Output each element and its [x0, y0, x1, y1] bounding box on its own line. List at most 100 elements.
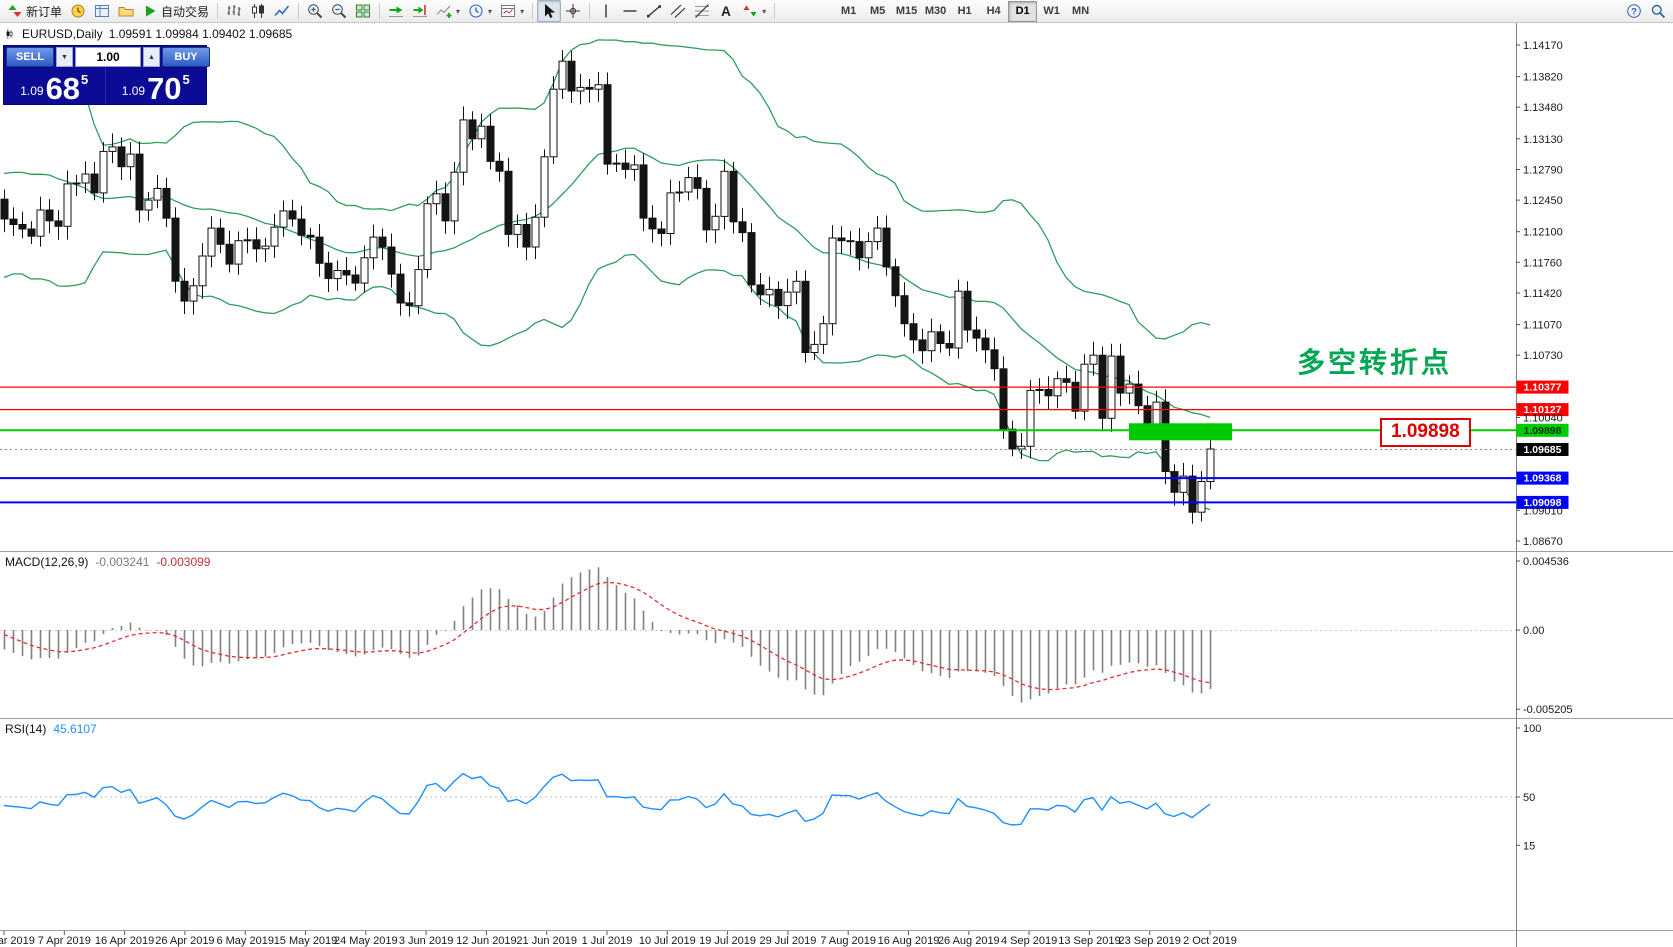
fibonacci-button[interactable] — [690, 0, 714, 22]
autotrading-button-label: 自动交易 — [161, 4, 210, 19]
price-level-badge-label: 1.10127 — [1524, 404, 1562, 416]
sell-button[interactable]: SELL — [6, 47, 54, 67]
fibo-icon — [694, 3, 710, 19]
cursor-button[interactable] — [537, 0, 562, 22]
clock-icon — [468, 3, 484, 19]
volume-input[interactable] — [75, 47, 141, 67]
channel-button[interactable] — [666, 0, 690, 22]
period-button-m30[interactable]: M30 — [924, 5, 947, 17]
period-button-m1[interactable]: M1 — [840, 5, 857, 17]
price-level-badge — [1516, 471, 1569, 485]
rsi-axis-label: 100 — [1523, 723, 1541, 735]
pivot-price-tag[interactable]: 1.09898 — [1380, 418, 1471, 447]
period-button-d1[interactable]: D1 — [1008, 0, 1038, 22]
x-axis-label: 19 Jul 2019 — [699, 935, 756, 947]
help-icon: ? — [1626, 3, 1642, 19]
rsi-title: RSI(14) — [5, 722, 47, 736]
axes[interactable]: 1.103771.101271.098981.093681.090981.096… — [0, 23, 1673, 947]
data-window-icon — [94, 3, 110, 19]
vertical-line-button[interactable] — [594, 0, 618, 22]
search-button[interactable] — [1646, 0, 1670, 22]
candles-layer — [0, 50, 1215, 524]
x-axis-label: 6 May 2019 — [216, 935, 273, 947]
period-button-mn[interactable]: MN — [1072, 5, 1090, 17]
market-watch-button[interactable] — [66, 0, 90, 22]
templates-button[interactable]: ▾ — [496, 0, 528, 22]
zoom-out-button[interactable] — [327, 0, 351, 22]
trendline-button[interactable] — [642, 0, 666, 22]
zoom-in-button[interactable] — [303, 0, 327, 22]
data-window-button[interactable] — [90, 0, 114, 22]
bar-chart-button[interactable] — [222, 0, 246, 22]
crosshair-button[interactable] — [561, 0, 585, 22]
x-axis-label: 7 Aug 2019 — [820, 935, 876, 947]
x-axis-label: 15 May 2019 — [274, 935, 338, 947]
chevron-down-icon: ▾ — [456, 6, 461, 16]
navigator-button[interactable] — [114, 0, 138, 22]
symbol-ohlc: 1.09591 1.09984 1.09402 1.09685 — [108, 27, 293, 41]
auto-scroll-button[interactable] — [384, 0, 408, 22]
bar-chart-icon — [226, 3, 242, 19]
rsi-axis-label: 15 — [1523, 840, 1535, 852]
period-button-m15[interactable]: M15 — [895, 5, 918, 17]
y-axis-label: 1.08670 — [1523, 536, 1563, 548]
crosshair-icon — [565, 3, 581, 19]
chart-objects[interactable] — [0, 386, 1516, 504]
timeframes-button[interactable]: ▾ — [464, 0, 496, 22]
pivot-highlight-rect[interactable] — [1129, 423, 1232, 441]
help-button[interactable]: ? — [1622, 0, 1646, 22]
x-axis-label: 29 Jul 2019 — [759, 935, 816, 947]
y-axis-label: 1.09010 — [1523, 505, 1563, 517]
x-axis-label: 26 Apr 2019 — [155, 935, 214, 947]
x-axis-label: 10 Jul 2019 — [639, 935, 696, 947]
buy-price-button[interactable]: 1.09 70 5 — [106, 67, 207, 104]
candlestick-button[interactable] — [246, 0, 270, 22]
macd-panel — [0, 567, 1516, 703]
trendline-icon — [646, 3, 662, 19]
price-level-badge — [1516, 403, 1569, 417]
svg-text:A: A — [721, 4, 731, 19]
macd-header: MACD(12,26,9) -0.003241 -0.003099 — [5, 555, 210, 569]
x-axis-label: 16 Aug 2019 — [878, 935, 940, 947]
pivot-annotation-text[interactable]: 多空转折点 — [1297, 347, 1453, 378]
indicators-button[interactable]: ▾ — [432, 0, 464, 22]
x-axis-label: 23 Sep 2019 — [1119, 935, 1181, 947]
x-axis-label: 1 Jul 2019 — [582, 935, 633, 947]
macd-value: -0.003241 — [95, 555, 150, 569]
symbol-header: EURUSD,Daily 1.09591 1.09984 1.09402 1.0… — [6, 27, 292, 41]
x-axis-label: 12 Jun 2019 — [456, 935, 517, 947]
horizontal-line-button[interactable] — [618, 0, 642, 22]
triangle-up-icon: ▲ — [148, 53, 155, 61]
period-button-h1[interactable]: H1 — [957, 5, 972, 17]
cursor-icon — [541, 3, 557, 19]
y-axis-label: 1.12790 — [1523, 164, 1563, 176]
new-order-icon — [7, 3, 23, 19]
line-chart-icon — [274, 3, 290, 19]
y-axis-label: 1.14170 — [1523, 40, 1563, 52]
volume-increase-button[interactable]: ▲ — [143, 47, 160, 67]
new-order-button[interactable]: 新订单 — [3, 0, 66, 22]
macd-axis-label: 0.00 — [1523, 625, 1544, 637]
volume-decrease-button[interactable]: ▼ — [56, 47, 73, 67]
buy-button[interactable]: BUY — [162, 47, 210, 67]
period-button-h4[interactable]: H4 — [986, 5, 1001, 17]
search-icon — [1650, 3, 1666, 19]
y-axis-label: 1.10040 — [1523, 412, 1563, 424]
sell-price-button[interactable]: 1.09 68 5 — [4, 67, 106, 104]
timeframe-group: M1 M5 M15 M30 H1 H4 D1 W1 MN — [834, 0, 1095, 22]
y-axis-label: 1.11760 — [1523, 257, 1562, 269]
indicators-icon — [436, 3, 452, 19]
period-button-m5[interactable]: M5 — [869, 5, 886, 17]
period-button-w1[interactable]: W1 — [1043, 5, 1060, 17]
text-button[interactable]: A — [714, 0, 738, 22]
auto-scroll-icon — [388, 3, 404, 19]
vline-icon — [598, 3, 614, 19]
tile-windows-button[interactable] — [351, 0, 375, 22]
price-level-badge-label: 1.09098 — [1524, 497, 1562, 509]
sell-price-prefix: 1.09 — [20, 84, 44, 98]
autotrading-button[interactable]: 自动交易 — [138, 0, 213, 22]
line-chart-button[interactable] — [270, 0, 294, 22]
arrows-button[interactable]: ▾ — [738, 0, 770, 22]
chart-shift-button[interactable] — [408, 0, 432, 22]
